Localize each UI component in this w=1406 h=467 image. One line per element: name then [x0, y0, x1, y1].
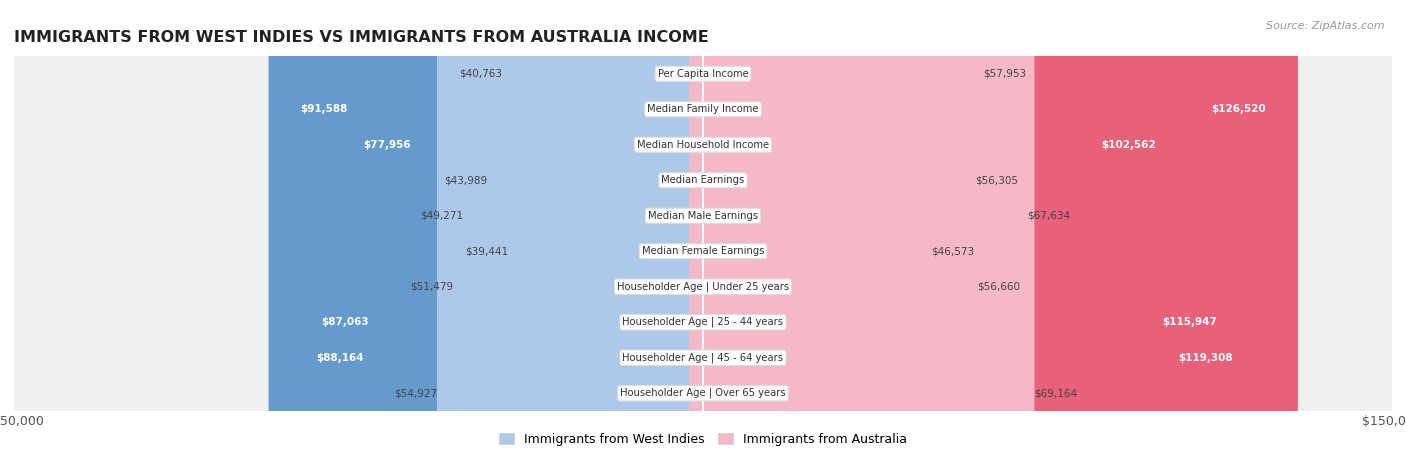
FancyBboxPatch shape — [689, 0, 1028, 467]
FancyBboxPatch shape — [689, 0, 1298, 467]
Text: $49,271: $49,271 — [420, 211, 463, 221]
Text: $126,520: $126,520 — [1211, 104, 1265, 114]
Text: Householder Age | 25 - 44 years: Householder Age | 25 - 44 years — [623, 317, 783, 327]
Text: $119,308: $119,308 — [1178, 353, 1233, 363]
Text: $56,305: $56,305 — [976, 175, 1018, 185]
FancyBboxPatch shape — [689, 0, 977, 467]
Text: $87,063: $87,063 — [322, 317, 370, 327]
Text: $67,634: $67,634 — [1028, 211, 1070, 221]
Text: Median Female Earnings: Median Female Earnings — [641, 246, 765, 256]
Text: Householder Age | 45 - 64 years: Householder Age | 45 - 64 years — [623, 353, 783, 363]
Text: $40,763: $40,763 — [458, 69, 502, 79]
FancyBboxPatch shape — [689, 0, 1035, 467]
Text: $88,164: $88,164 — [316, 353, 364, 363]
Text: Householder Age | Over 65 years: Householder Age | Over 65 years — [620, 388, 786, 398]
FancyBboxPatch shape — [269, 0, 717, 467]
Text: $54,927: $54,927 — [394, 388, 437, 398]
FancyBboxPatch shape — [689, 0, 1188, 467]
FancyBboxPatch shape — [290, 0, 717, 467]
Text: $69,164: $69,164 — [1035, 388, 1077, 398]
Text: $57,953: $57,953 — [983, 69, 1026, 79]
Text: Per Capita Income: Per Capita Income — [658, 69, 748, 79]
Text: $77,956: $77,956 — [363, 140, 411, 150]
Text: Median Family Income: Median Family Income — [647, 104, 759, 114]
Text: $91,588: $91,588 — [301, 104, 349, 114]
FancyBboxPatch shape — [437, 0, 717, 467]
FancyBboxPatch shape — [508, 0, 717, 467]
FancyBboxPatch shape — [332, 0, 717, 467]
Text: Median Household Income: Median Household Income — [637, 140, 769, 150]
FancyBboxPatch shape — [502, 0, 717, 467]
Text: $115,947: $115,947 — [1163, 317, 1218, 327]
Text: Median Earnings: Median Earnings — [661, 175, 745, 185]
FancyBboxPatch shape — [453, 0, 717, 467]
FancyBboxPatch shape — [689, 0, 983, 467]
Text: Householder Age | Under 25 years: Householder Age | Under 25 years — [617, 282, 789, 292]
Text: $56,660: $56,660 — [977, 282, 1019, 292]
Text: $46,573: $46,573 — [931, 246, 974, 256]
FancyBboxPatch shape — [689, 0, 1265, 467]
Text: $43,989: $43,989 — [444, 175, 488, 185]
FancyBboxPatch shape — [284, 0, 717, 467]
FancyBboxPatch shape — [463, 0, 717, 467]
Text: IMMIGRANTS FROM WEST INDIES VS IMMIGRANTS FROM AUSTRALIA INCOME: IMMIGRANTS FROM WEST INDIES VS IMMIGRANT… — [14, 30, 709, 45]
Text: $39,441: $39,441 — [465, 246, 508, 256]
Text: $102,562: $102,562 — [1101, 140, 1156, 150]
Text: Median Male Earnings: Median Male Earnings — [648, 211, 758, 221]
FancyBboxPatch shape — [689, 0, 931, 467]
FancyBboxPatch shape — [488, 0, 717, 467]
FancyBboxPatch shape — [689, 0, 1250, 467]
Text: $51,479: $51,479 — [409, 282, 453, 292]
Text: Source: ZipAtlas.com: Source: ZipAtlas.com — [1267, 21, 1385, 31]
Legend: Immigrants from West Indies, Immigrants from Australia: Immigrants from West Indies, Immigrants … — [495, 428, 911, 451]
FancyBboxPatch shape — [689, 0, 976, 467]
